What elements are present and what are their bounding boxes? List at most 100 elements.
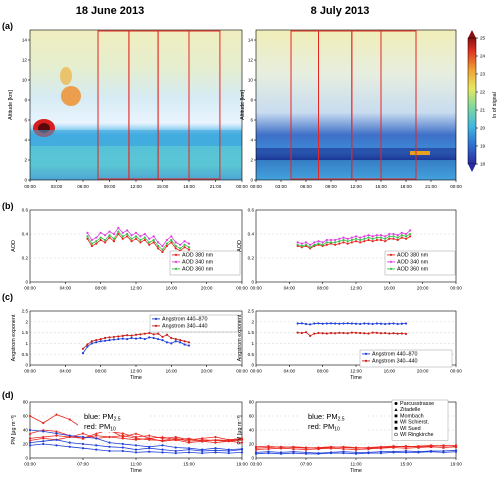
legend-marker [174, 267, 178, 270]
data-point [442, 451, 445, 454]
data-point [55, 413, 58, 416]
data-point [152, 333, 155, 336]
data-point [240, 451, 244, 454]
data-point [161, 435, 164, 439]
data-point [108, 449, 111, 453]
time-window [380, 30, 417, 180]
data-point [108, 230, 111, 233]
pm-annotation-blue: blue: PM [84, 412, 114, 421]
data-point [367, 447, 370, 450]
data-point [375, 234, 378, 237]
data-point [68, 418, 71, 421]
data-point [279, 446, 283, 449]
data-point [152, 238, 155, 242]
data-point [350, 238, 353, 242]
xlabel: Time [350, 468, 362, 474]
data-point [342, 331, 345, 335]
data-point [42, 437, 45, 440]
data-point [108, 441, 111, 444]
data-point [81, 432, 85, 435]
data-point [187, 246, 191, 249]
ylabel: Angstrom exponent [11, 314, 17, 361]
ytick-label: 2 [25, 319, 28, 324]
data-point [338, 240, 341, 243]
data-point [342, 322, 345, 325]
legend-label: AOD 380 nm [397, 253, 429, 259]
data-point [371, 322, 374, 326]
data-point [108, 435, 111, 439]
data-point [42, 421, 45, 425]
data-point [227, 440, 230, 443]
data-point [117, 232, 120, 236]
pm-annotation-blue-sub: 2.5 [114, 417, 121, 423]
data-point [95, 339, 98, 342]
data-point [90, 242, 93, 245]
data-point [95, 242, 98, 245]
data-point [179, 247, 182, 250]
data-point [139, 238, 142, 242]
data-point [409, 229, 412, 232]
data-point [86, 237, 89, 240]
data-point [165, 341, 169, 344]
data-point [95, 444, 98, 447]
data-point [350, 322, 353, 325]
ytick-label: 0.2 [248, 256, 255, 261]
data-point [329, 446, 333, 449]
data-point [388, 232, 391, 236]
data-point [130, 336, 133, 340]
data-point [156, 241, 160, 244]
data-point [214, 441, 217, 444]
legend-label: WI Sued [400, 426, 421, 432]
ytick-label: 2.5 [248, 309, 255, 314]
data-point [121, 237, 124, 240]
data-point [309, 243, 312, 246]
data-point [103, 336, 107, 340]
ytick-label: 80 [249, 400, 255, 405]
data-point [346, 332, 349, 335]
data-point [363, 332, 366, 335]
data-point [112, 335, 116, 339]
data-point [379, 322, 383, 325]
data-point [139, 235, 142, 238]
data-point [404, 446, 408, 450]
data-point [371, 240, 374, 243]
xtick-label: 04:00 [60, 369, 72, 374]
legend-marker [394, 426, 398, 430]
data-point [139, 336, 142, 340]
data-point [342, 238, 345, 242]
data-point [321, 241, 324, 244]
data-point [99, 231, 102, 234]
data-point [28, 432, 32, 435]
data-point [309, 323, 312, 326]
windows-right [290, 30, 417, 180]
data-point [317, 322, 320, 325]
data-point [375, 331, 378, 334]
data-point [300, 322, 303, 325]
data-point [134, 438, 138, 441]
data-point [354, 448, 358, 451]
legend-box [391, 399, 449, 441]
data-point [371, 237, 374, 240]
data-point [304, 331, 308, 334]
aerosol-layer-plume [61, 86, 81, 106]
colorbar-tick-label: 25 [480, 36, 486, 41]
data-point [121, 337, 124, 340]
data-point [296, 243, 299, 246]
boundary-layer [30, 130, 242, 146]
xtick-label: 12:00 [130, 184, 142, 189]
xtick-label: 00:00 [236, 369, 248, 374]
legend-box [149, 314, 239, 333]
data-point [134, 448, 138, 451]
data-point [134, 432, 138, 435]
data-point [187, 248, 191, 251]
data-point [174, 247, 177, 250]
legend-label: AOD 360 nm [397, 267, 429, 273]
data-point [108, 445, 111, 448]
data-point [90, 238, 93, 242]
ytick-label: 60 [23, 414, 29, 419]
data-point [325, 332, 328, 335]
xtick-label: 00:00 [24, 184, 36, 189]
data-point [267, 447, 270, 451]
data-point [392, 451, 395, 454]
data-point [214, 451, 217, 454]
